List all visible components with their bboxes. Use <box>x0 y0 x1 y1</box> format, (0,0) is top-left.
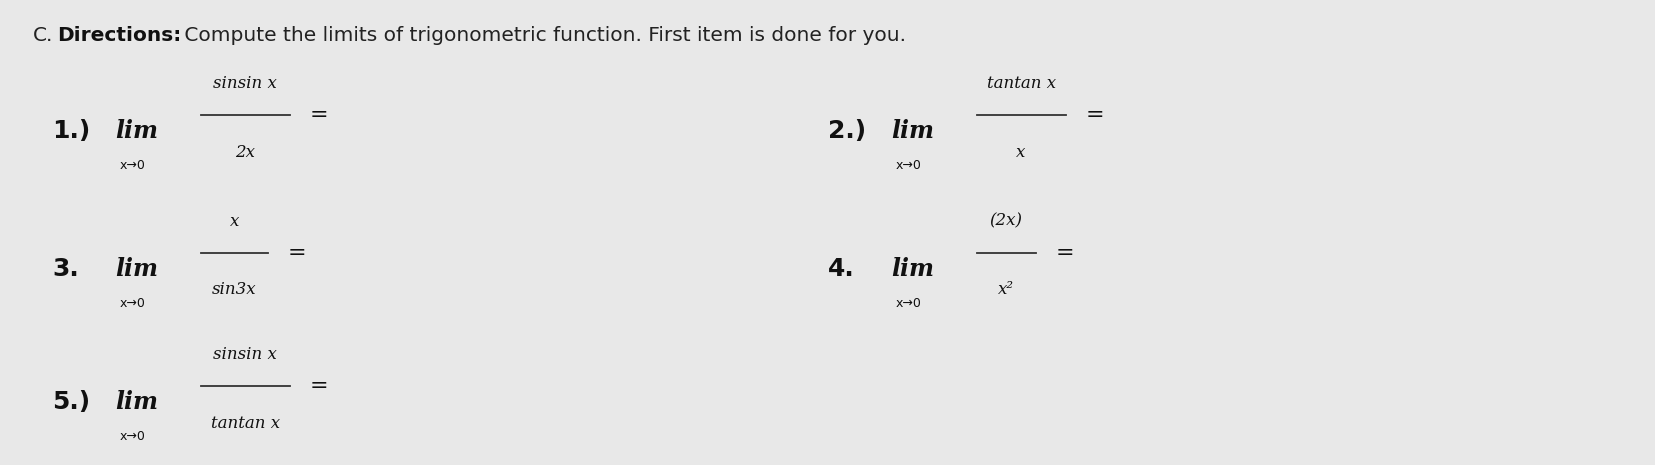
Text: =: = <box>288 243 306 263</box>
Text: tantan x: tantan x <box>210 415 280 432</box>
Text: =: = <box>309 106 328 126</box>
Text: x→0: x→0 <box>119 159 146 173</box>
Text: x→0: x→0 <box>895 297 920 310</box>
Text: lim: lim <box>890 257 933 281</box>
Text: Directions:: Directions: <box>58 26 182 45</box>
Text: x→0: x→0 <box>119 431 146 444</box>
Text: =: = <box>309 376 328 397</box>
Text: =: = <box>1056 243 1074 263</box>
Text: sinsin x: sinsin x <box>213 346 276 363</box>
Text: =: = <box>1084 106 1104 126</box>
Text: sin3x: sin3x <box>212 281 257 299</box>
Text: x²: x² <box>998 281 1013 299</box>
Text: x→0: x→0 <box>119 297 146 310</box>
Text: lim: lim <box>114 257 157 281</box>
Text: 3.: 3. <box>53 257 79 281</box>
Text: 1.): 1.) <box>53 120 91 143</box>
Text: x: x <box>230 213 238 230</box>
Text: Compute the limits of trigonometric function. First item is done for you.: Compute the limits of trigonometric func… <box>177 26 905 45</box>
Text: 4.: 4. <box>828 257 854 281</box>
Text: x→0: x→0 <box>895 159 920 173</box>
Text: sinsin x: sinsin x <box>213 75 276 92</box>
Text: 5.): 5.) <box>53 391 91 414</box>
Text: 2.): 2.) <box>828 120 866 143</box>
Text: lim: lim <box>890 120 933 143</box>
Text: (2x): (2x) <box>990 213 1023 230</box>
Text: lim: lim <box>114 120 157 143</box>
Text: tantan x: tantan x <box>986 75 1054 92</box>
Text: C.: C. <box>33 26 53 45</box>
Text: 2x: 2x <box>235 144 255 160</box>
Text: lim: lim <box>114 391 157 414</box>
Text: x: x <box>1016 144 1024 160</box>
